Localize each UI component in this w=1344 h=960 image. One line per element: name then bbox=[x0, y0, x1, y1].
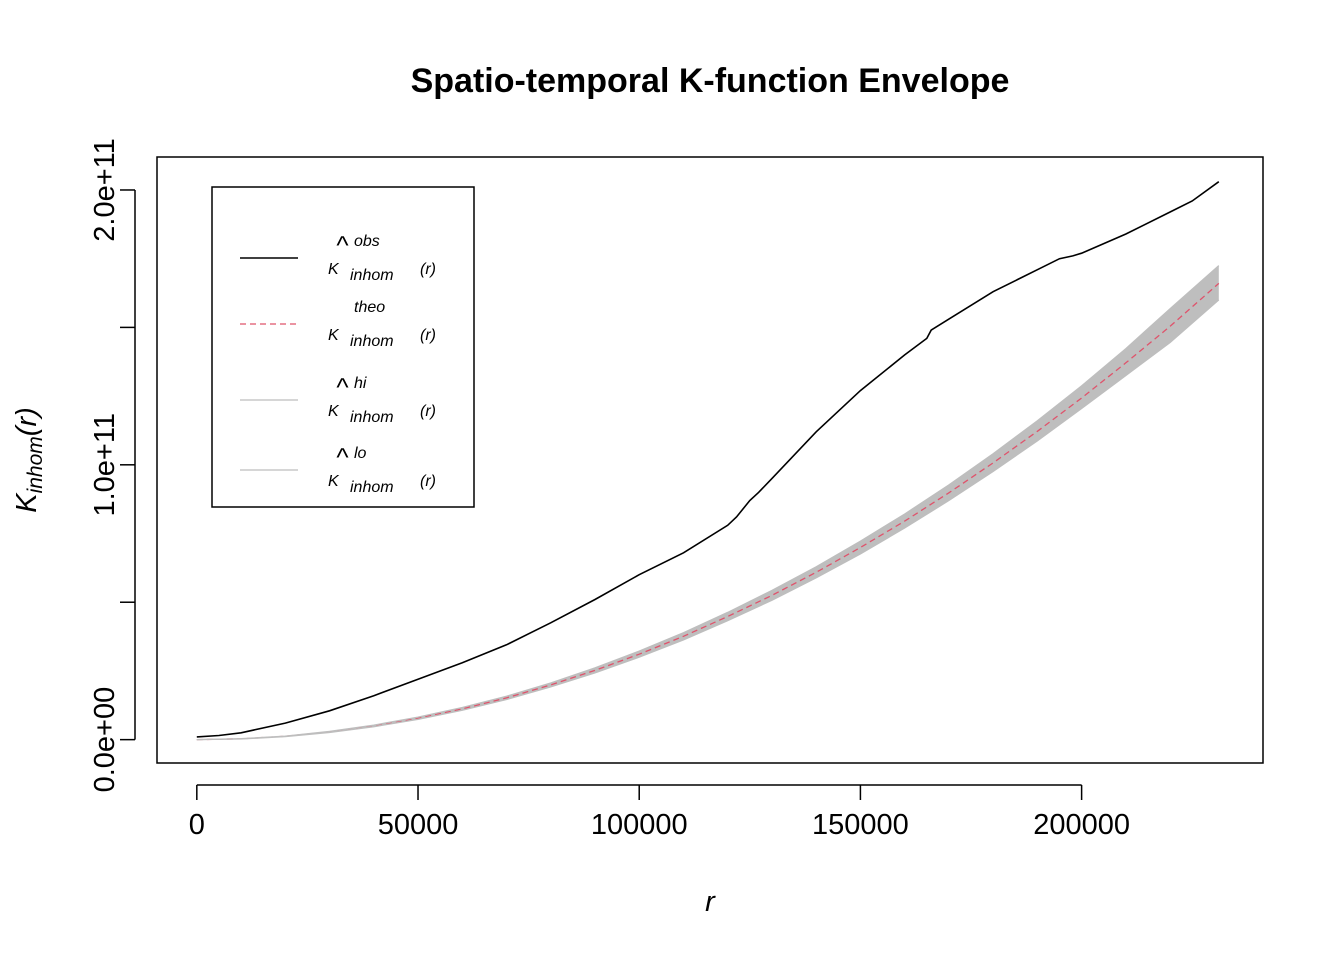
legend-symbol: K bbox=[328, 327, 340, 344]
legend-superscript: lo bbox=[354, 445, 367, 462]
legend-superscript: hi bbox=[354, 375, 367, 392]
x-tick-label: 50000 bbox=[378, 809, 459, 841]
legend-argument: (r) bbox=[420, 327, 436, 344]
plot-frame bbox=[156, 156, 1264, 764]
legend-symbol: K bbox=[328, 261, 340, 278]
legend-subscript: inhom bbox=[350, 333, 394, 350]
x-tick-label: 100000 bbox=[591, 809, 688, 841]
y-axis-label: Kinhom(r) bbox=[11, 407, 47, 513]
legend-argument: (r) bbox=[420, 261, 436, 278]
y-tick-label: 0.0e+00 bbox=[89, 687, 121, 793]
legend-entry-hi: K^ hi inhom (r) bbox=[328, 372, 436, 426]
series-line-obs bbox=[196, 181, 1220, 738]
chart-title: Spatio-temporal K-function Envelope bbox=[411, 62, 1010, 100]
y-tick-label: 1.0e+11 bbox=[89, 413, 121, 516]
legend-symbol: K bbox=[328, 403, 340, 420]
x-axis: 0 50000 100000 150000 200000 bbox=[189, 784, 1130, 841]
legend-box bbox=[211, 186, 475, 508]
legend-superscript: theo bbox=[354, 299, 385, 316]
y-axis-label-arg: (r) bbox=[11, 407, 43, 436]
series-line-theo bbox=[196, 282, 1220, 741]
legend-subscript: inhom bbox=[350, 267, 394, 284]
legend-argument: (r) bbox=[420, 473, 436, 490]
legend-symbol: K bbox=[328, 473, 340, 490]
legend-hat: ^ bbox=[336, 230, 349, 260]
legend-argument: (r) bbox=[420, 403, 436, 420]
x-tick-label: 150000 bbox=[812, 809, 909, 841]
legend-subscript: inhom bbox=[350, 409, 394, 426]
legend-hat: ^ bbox=[336, 442, 349, 472]
legend-entry-obs: K^ obs inhom (r) bbox=[328, 230, 436, 284]
x-axis-label: r bbox=[705, 886, 716, 918]
legend-subscript: inhom bbox=[350, 479, 394, 496]
y-axis: 0.0e+00 1.0e+11 2.0e+11 bbox=[89, 138, 136, 793]
series-line-hi bbox=[196, 265, 1220, 741]
y-tick-label: 2.0e+11 bbox=[89, 138, 121, 241]
y-axis-label-sub: inhom bbox=[24, 436, 47, 493]
legend-superscript: obs bbox=[354, 233, 380, 250]
series-layer bbox=[196, 181, 1220, 741]
x-tick-label: 0 bbox=[189, 809, 205, 841]
series-line-lo bbox=[196, 299, 1220, 741]
legend-entry-lo: K^ lo inhom (r) bbox=[328, 442, 436, 496]
legend-hat: ^ bbox=[336, 372, 349, 402]
y-axis-label-main: K bbox=[11, 492, 43, 513]
x-tick-label: 200000 bbox=[1033, 809, 1130, 841]
